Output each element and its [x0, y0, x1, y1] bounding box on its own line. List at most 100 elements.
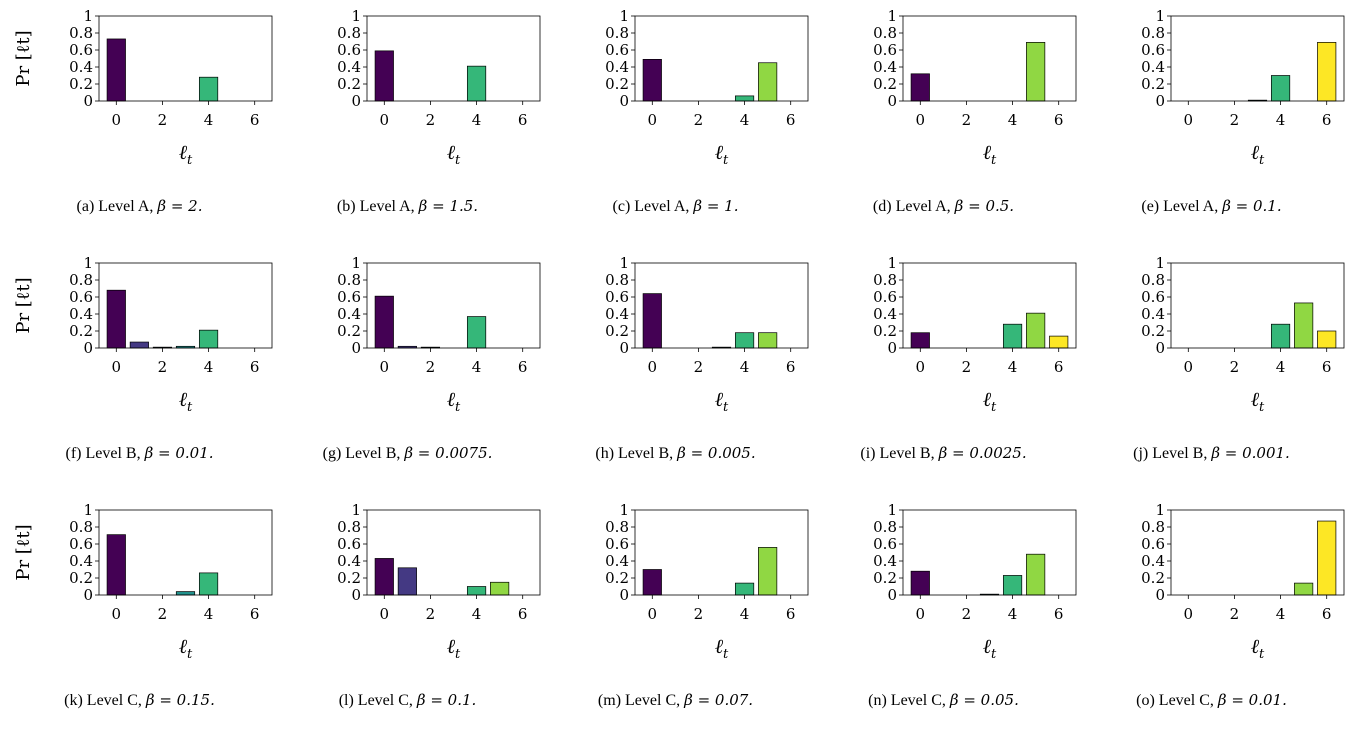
caption-beta: β = 2.: [157, 197, 203, 215]
x-tick-label: 4: [1008, 111, 1018, 129]
plot-frame-b: [366, 15, 541, 102]
bar-chart-j: 00.20.40.60.810 2 4 6ℓt: [1141, 254, 1345, 415]
x-axis-label: ℓt: [715, 387, 729, 415]
bar-a-x4: [198, 76, 219, 102]
x-axis-label: ℓt: [1251, 634, 1265, 662]
x-axis-label: ℓt: [715, 634, 729, 662]
x-axis-label: ℓt: [447, 387, 461, 415]
bar-g-x0: [374, 295, 394, 349]
caption-level: Level C,: [890, 692, 950, 709]
bar-n-x4: [1002, 575, 1023, 596]
y-tick-label: 0.6: [605, 41, 629, 59]
bar-e-x4: [1270, 75, 1291, 102]
y-tick-label: 0.8: [873, 518, 897, 536]
x-tick-label: 0: [112, 358, 122, 376]
y-tick-label: 0.2: [1141, 75, 1165, 93]
bar-k-x0: [106, 534, 126, 596]
y-tick-label: 0.8: [1141, 518, 1165, 536]
y-tick-label: 1: [351, 7, 361, 25]
y-tick-label: 0.8: [1141, 24, 1165, 42]
caption-letter: (h): [595, 445, 615, 462]
x-tick-label: 6: [518, 111, 528, 129]
caption-level: Level A,: [98, 198, 158, 215]
plot-frame-d: [902, 15, 1077, 102]
y-tick-label: 1: [619, 501, 629, 519]
chart-panel-e: 0 0.2 0.4 0.6 0.8 1 0 2 4 6 ℓt (e) Level A, β = 0.1.: [1079, 0, 1345, 237]
caption-beta: β = 0.15.: [145, 691, 215, 709]
y-tick-label: 0.4: [873, 58, 897, 76]
caption-letter: (k): [64, 692, 83, 709]
caption-letter: (n): [868, 692, 887, 709]
plot-frame-e: [1170, 15, 1345, 102]
y-tick-label: 0: [887, 339, 897, 357]
y-tick-label: 0.8: [69, 24, 93, 42]
y-axis-label: Pr [ℓt]: [13, 524, 34, 580]
x-tick-label: 2: [962, 111, 972, 129]
x-tick-label: 6: [1322, 605, 1332, 623]
caption-level: Level C,: [1158, 692, 1218, 709]
bar-o-x5: [1294, 582, 1314, 596]
caption-beta: β = 0.01.: [1217, 691, 1287, 709]
bar-l-x4: [466, 586, 487, 596]
x-tick-label: 6: [250, 605, 260, 623]
x-axis-label: ℓt: [715, 140, 729, 168]
bar-g-x4: [466, 316, 487, 349]
y-tick-label: 0.6: [337, 41, 361, 59]
y-tick-label: 1: [83, 254, 93, 272]
caption-h: (h) Level B, β = 0.005.: [543, 444, 808, 463]
caption-e: (e) Level A, β = 0.1.: [1079, 197, 1344, 216]
y-tick-label: 0.4: [605, 58, 629, 76]
y-axis-label: Pr [ℓt]: [13, 277, 34, 333]
bar-i-x6: [1049, 335, 1069, 349]
caption-letter: (c): [612, 198, 631, 215]
y-tick-label: 0.4: [69, 552, 93, 570]
caption-level: Level C,: [357, 692, 417, 709]
caption-i: (i) Level B, β = 0.0025.: [811, 444, 1076, 463]
chart-panel-a: 0 0.2 0.4 0.6 0.8 1 0 2 4 6 ℓt Pr [ℓt] (a) Level A, β…: [7, 0, 273, 237]
caption-j: (j) Level B, β = 0.001.: [1079, 444, 1344, 463]
y-tick-label: 0.2: [69, 75, 93, 93]
x-tick-label: 2: [694, 605, 704, 623]
chart-panel-j: 0 0.2 0.4 0.6 0.8 1 0 2 4 6 ℓt (j) Level B, β = 0.00…: [1079, 247, 1345, 484]
y-tick-label: 0.4: [605, 305, 629, 323]
chart-panel-f: 0 0.2 0.4 0.6 0.8 1 0 2 4 6 ℓt Pr [ℓt] (f) Level B, β…: [7, 247, 273, 484]
x-tick-label: 0: [380, 111, 390, 129]
y-tick-label: 0.6: [873, 288, 897, 306]
x-tick-label: 2: [694, 111, 704, 129]
y-tick-label: 0.8: [605, 24, 629, 42]
bar-d-x0: [910, 73, 930, 102]
x-tick-label: 0: [648, 111, 658, 129]
plot-frame-h: [634, 262, 809, 349]
x-tick-label: 4: [740, 605, 750, 623]
bar-l-x0: [374, 558, 394, 596]
bar-chart-n: 00.20.40.60.810 2 4 6ℓt: [873, 501, 1077, 662]
caption-beta: β = 0.1.: [1222, 197, 1282, 215]
y-tick-label: 0.2: [337, 322, 361, 340]
x-tick-label: 4: [1276, 358, 1286, 376]
caption-letter: (e): [1141, 198, 1160, 215]
caption-b: (b) Level A, β = 1.5.: [275, 197, 540, 216]
caption-level: Level A,: [1163, 198, 1223, 215]
x-tick-label: 4: [204, 605, 214, 623]
x-tick-label: 2: [962, 358, 972, 376]
bar-a-x0: [106, 38, 126, 102]
caption-g: (g) Level B, β = 0.0075.: [275, 444, 540, 463]
caption-level: Level C,: [625, 692, 685, 709]
bar-chart-e: 00.20.40.60.810 2 4 6ℓt: [1141, 7, 1345, 168]
y-tick-label: 0.2: [873, 569, 897, 587]
x-tick-label: 6: [518, 605, 528, 623]
bar-chart-b: 00.20.40.60.810 2 4 6ℓt: [337, 7, 541, 168]
x-tick-label: 4: [740, 111, 750, 129]
caption-level: Level B,: [85, 445, 145, 462]
x-axis-label: ℓt: [983, 387, 997, 415]
x-tick-label: 6: [1054, 111, 1064, 129]
y-tick-label: 0.2: [873, 322, 897, 340]
caption-level: Level A,: [895, 198, 955, 215]
y-tick-label: 0.2: [605, 75, 629, 93]
y-tick-label: 0.2: [605, 322, 629, 340]
y-tick-label: 0.6: [337, 535, 361, 553]
y-tick-label: 0.4: [337, 305, 361, 323]
bar-n-x0: [910, 570, 930, 596]
caption-beta: β = 1.5.: [418, 197, 479, 215]
